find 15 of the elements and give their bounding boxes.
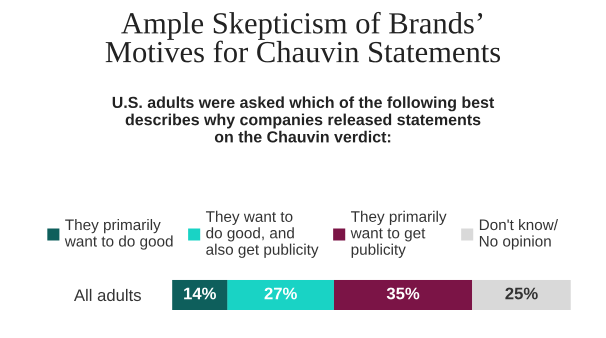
data-label: 27% <box>264 288 297 300</box>
bar <box>472 280 571 310</box>
bar <box>334 280 472 310</box>
legend-label: They primarily want to get publicity <box>350 210 447 258</box>
bar <box>227 280 334 310</box>
legend-label: Don't know/ No opinion <box>480 218 558 250</box>
data-label: 35% <box>386 288 420 300</box>
chart-subtitle: U.S. adults were asked which of the following best describes why companies released statements on the Chauvin verdict: <box>112 96 494 143</box>
data-label: 14% <box>184 288 216 300</box>
data-label: 25% <box>505 288 538 300</box>
legend-label: They want to do good, and also get publicity <box>206 210 319 258</box>
y-tick-label: All adults <box>74 288 141 302</box>
legend-label: They primarily want to do good <box>64 218 173 250</box>
chart-title: Ample Skepticism of Brands’ Motives for Chauvin Statements <box>106 12 500 62</box>
bar <box>172 280 228 310</box>
